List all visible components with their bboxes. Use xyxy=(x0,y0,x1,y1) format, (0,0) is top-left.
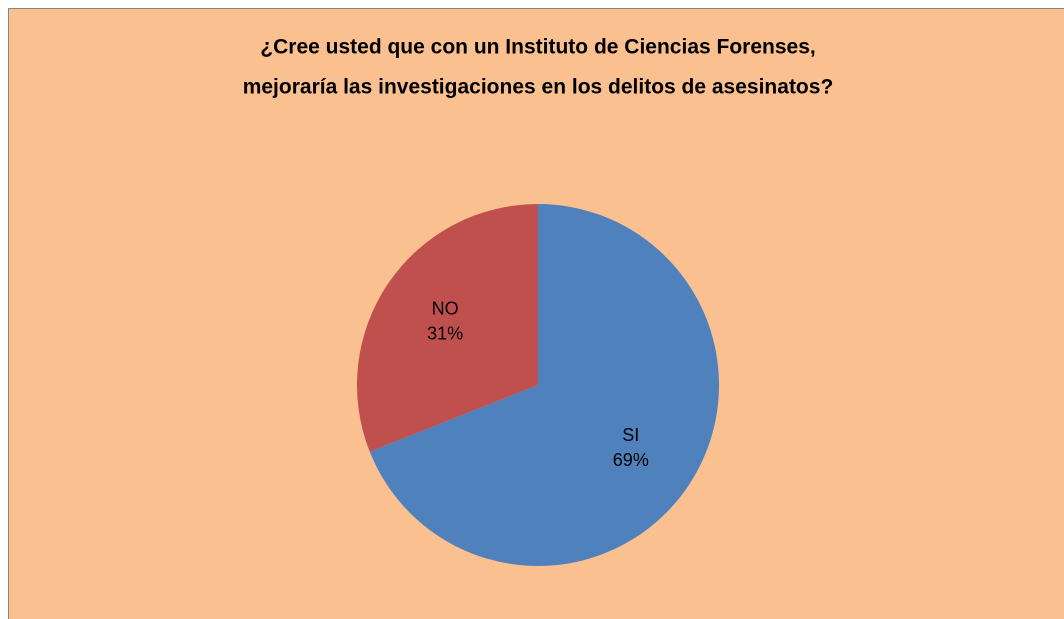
slice-value-label: 31% xyxy=(427,324,463,344)
slice-label: SI xyxy=(622,425,639,445)
chart-title: mejoraría las investigaciones en los del… xyxy=(243,76,834,99)
slice-label: NO xyxy=(432,299,459,319)
pie-slice xyxy=(369,204,719,566)
slice-value-label: 69% xyxy=(613,450,649,470)
chart-title: ¿Cree usted que con un Instituto de Cien… xyxy=(260,36,815,59)
pie-slice xyxy=(356,204,538,452)
